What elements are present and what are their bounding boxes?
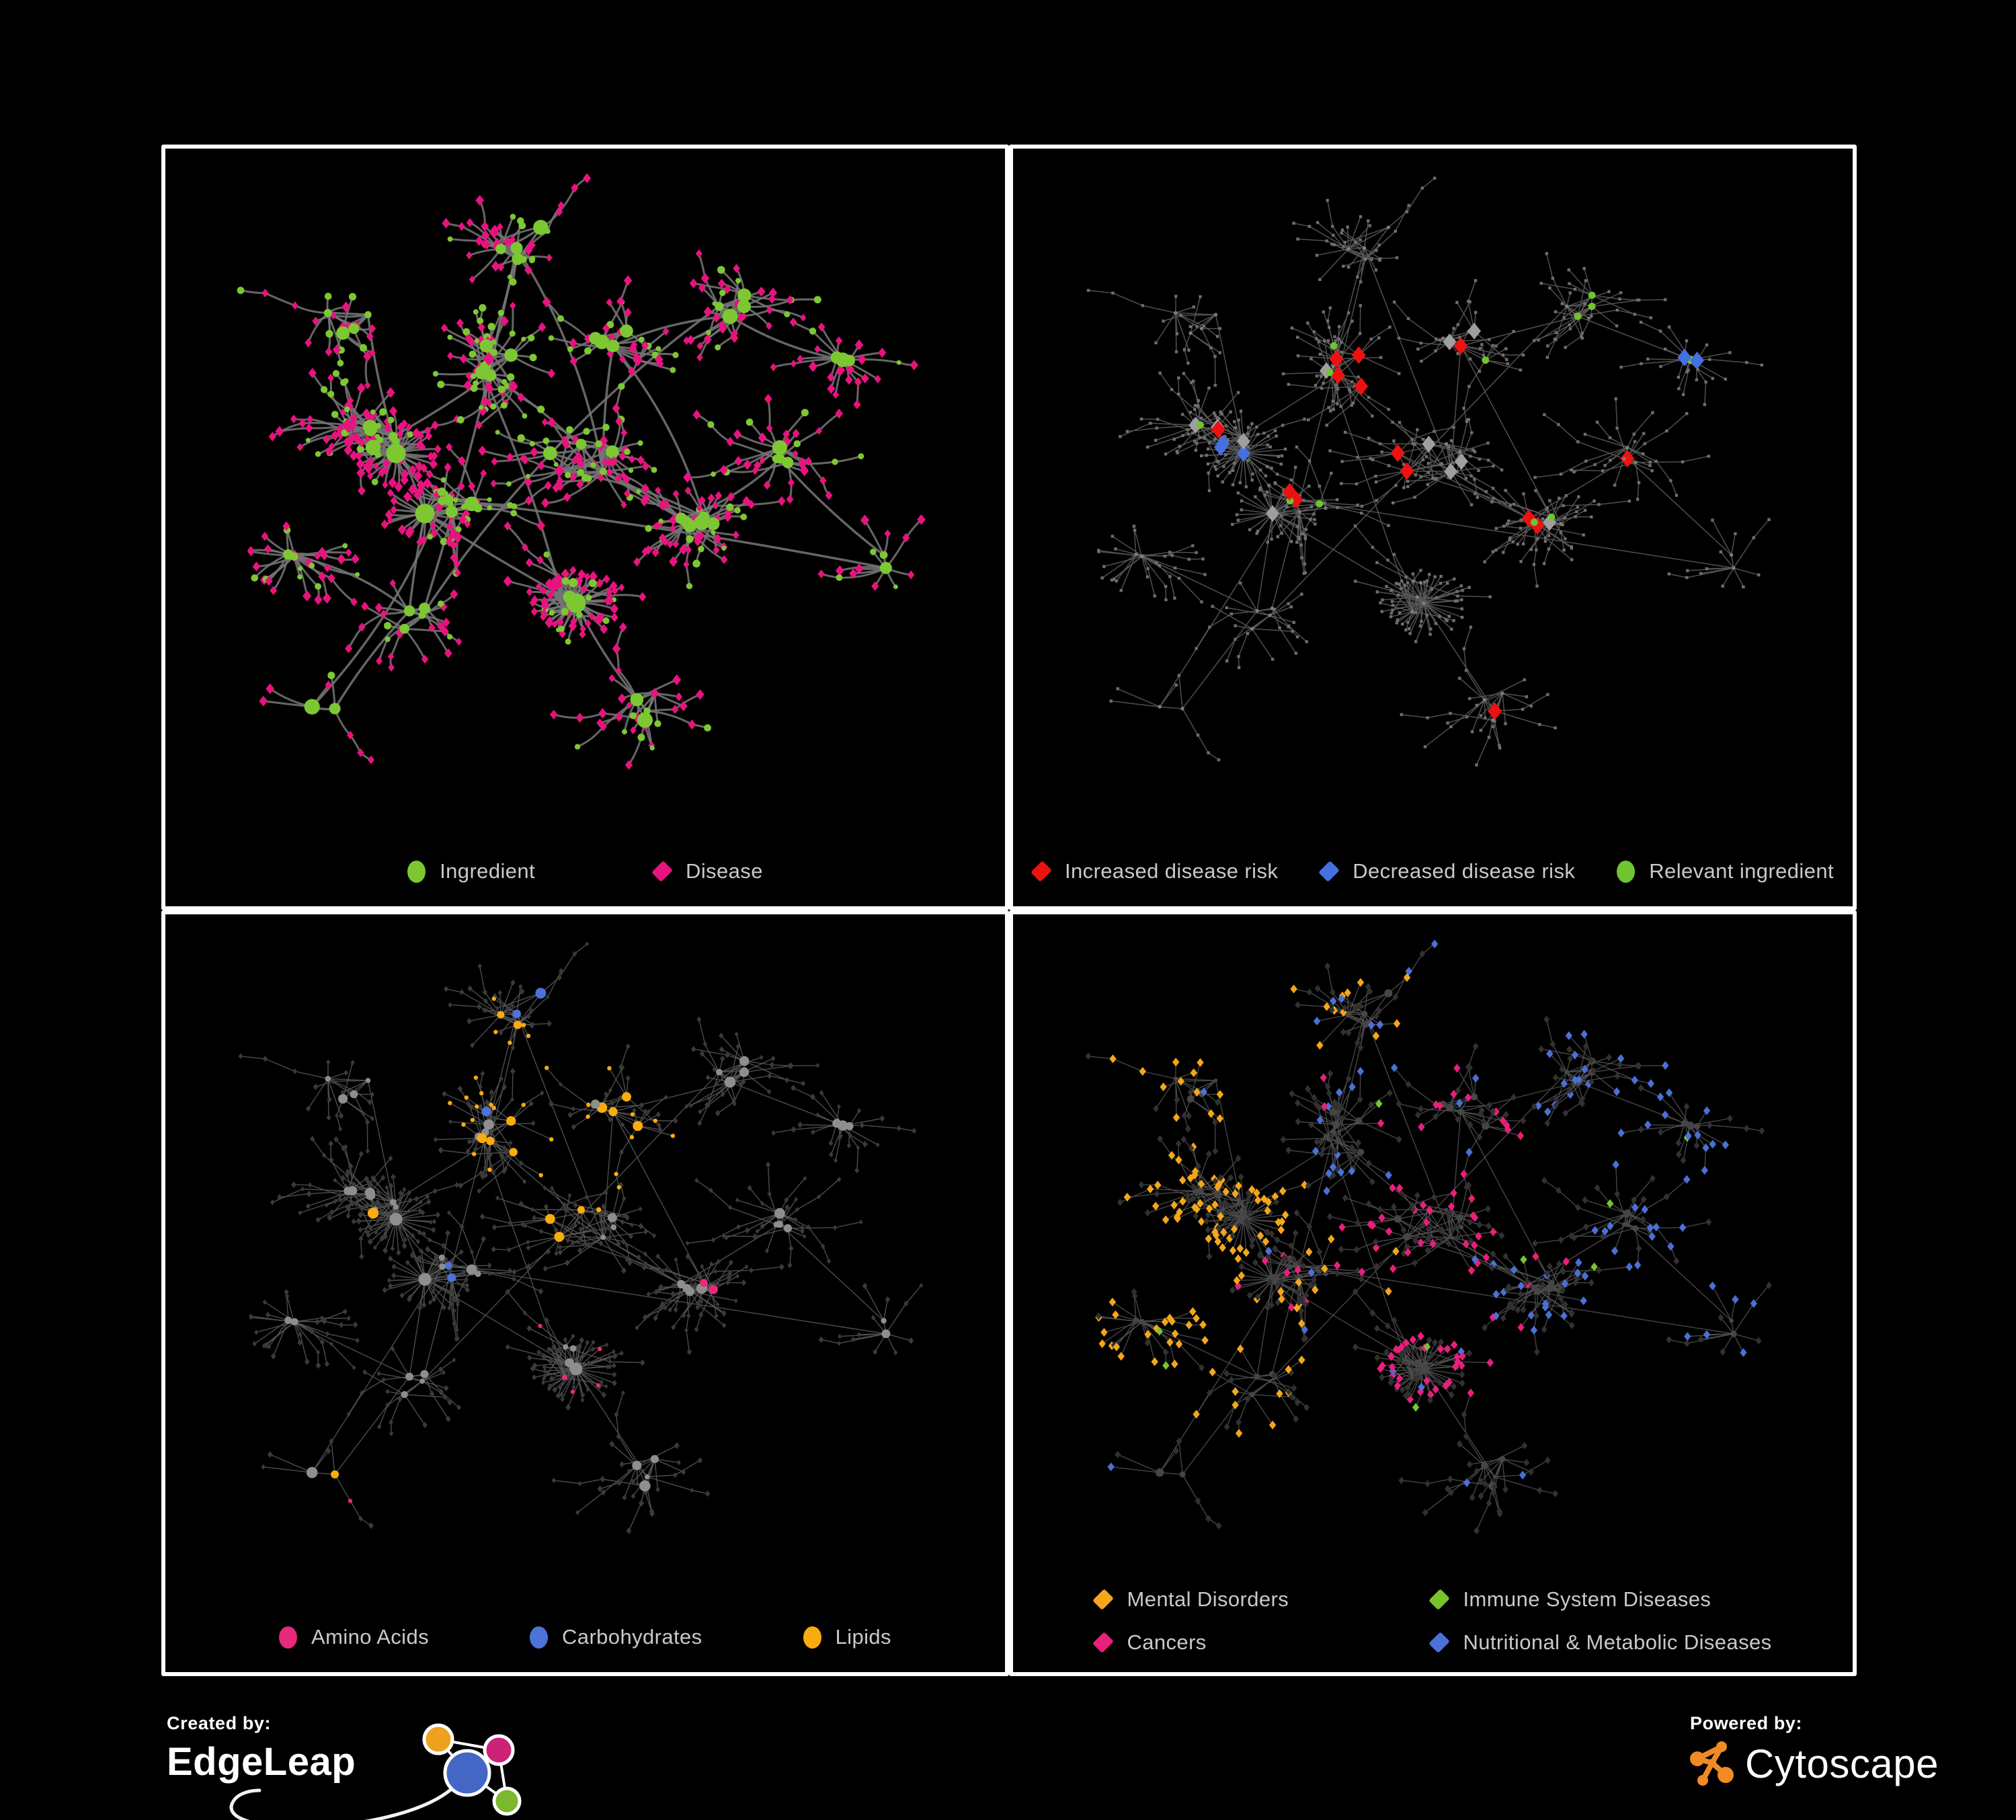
edgeleap-brand-row: EdgeLeap <box>167 1723 570 1820</box>
created-by-label: Created by: <box>167 1713 272 1733</box>
diamond-marker-icon <box>651 861 673 882</box>
diamond-marker-icon <box>1092 1632 1115 1653</box>
panels-grid: Ingredient Disease Increased disease risk… <box>161 145 1857 1676</box>
circle-marker-icon <box>530 1626 549 1649</box>
legend-label: Cancers <box>1127 1630 1207 1654</box>
network-canvas-ingredient-disease <box>237 173 926 770</box>
panel-ingredient-disease: Ingredient Disease <box>161 145 1009 910</box>
legend-label: Increased disease risk <box>1065 859 1279 883</box>
circle-marker-icon <box>803 1626 821 1649</box>
diamond-marker-icon <box>1031 861 1052 882</box>
legend-label: Lipids <box>835 1625 891 1649</box>
legend-item: Relevant ingredient <box>1617 859 1834 883</box>
cytoscape-logo-icon <box>1690 1741 1734 1786</box>
circle-marker-icon <box>1617 860 1636 883</box>
legend-label: Amino Acids <box>311 1625 430 1649</box>
panel-nutrient-class: Amino Acids Carbohydrates Lipids <box>161 910 1009 1676</box>
cytoscape-wordmark: Cytoscape <box>1745 1741 1939 1786</box>
legend-item: Disease <box>651 859 763 883</box>
legend-label: Disease <box>686 859 763 883</box>
panel-disease-class: Mental Disorders Immune System Diseases Ca… <box>1009 910 1857 1676</box>
cytoscape-brand: Powered by: Cytoscape <box>1686 1713 1939 1789</box>
legend-label: Nutritional & Metabolic Diseases <box>1463 1630 1772 1654</box>
legend-item: Carbohydrates <box>530 1625 702 1649</box>
legend-item: Decreased disease risk <box>1318 859 1576 883</box>
legend-label: Carbohydrates <box>562 1625 702 1649</box>
legend-label: Immune System Diseases <box>1463 1587 1711 1611</box>
legend-nutrient-class: Amino Acids Carbohydrates Lipids <box>165 1625 1005 1649</box>
edgeleap-wordmark: EdgeLeap <box>167 1740 356 1784</box>
legend-item: Cancers <box>1092 1630 1430 1655</box>
legend-label: Ingredient <box>440 859 536 883</box>
network-canvas-disease-class <box>1085 939 1772 1535</box>
legend-disease-risk: Increased disease risk Decreased disease … <box>1013 859 1853 883</box>
network-nodes-layer <box>237 173 926 770</box>
circle-marker-icon <box>407 860 426 883</box>
legend-item: Amino Acids <box>279 1625 429 1649</box>
circle-marker-icon <box>279 1626 298 1649</box>
legend-item: Lipids <box>803 1625 891 1649</box>
legend-item: Ingredient <box>407 859 535 883</box>
legend-label: Relevant ingredient <box>1649 859 1834 883</box>
legend-item: Increased disease risk <box>1031 859 1279 883</box>
diamond-marker-icon <box>1092 1589 1115 1610</box>
legend-label: Decreased disease risk <box>1353 859 1576 883</box>
legend-item: Immune System Diseases <box>1428 1587 1771 1612</box>
network-canvas-nutrient-class <box>238 941 924 1534</box>
powered-by-label: Powered by: <box>1690 1713 1803 1733</box>
diamond-marker-icon <box>1428 1589 1451 1610</box>
diamond-marker-icon <box>1428 1632 1451 1653</box>
legend-ingredient-disease: Ingredient Disease <box>165 859 1005 883</box>
cytoscape-brand-row: Cytoscape <box>1686 1738 1939 1789</box>
legend-label: Mental Disorders <box>1127 1587 1289 1611</box>
legend-item: Nutritional & Metabolic Diseases <box>1428 1630 1772 1655</box>
legend-disease-class: Mental Disorders Immune System Diseases Ca… <box>1013 1587 1853 1655</box>
edgeleap-brand: Created by: EdgeLeap <box>167 1713 570 1820</box>
legend-item: Mental Disorders <box>1092 1587 1430 1612</box>
network-nodes-layer <box>1085 939 1772 1535</box>
network-nodes-layer <box>1086 176 1771 766</box>
panel-disease-risk: Increased disease risk Decreased disease … <box>1009 145 1857 910</box>
diamond-marker-icon <box>1318 861 1340 882</box>
network-nodes-layer <box>238 941 924 1534</box>
edgeleap-logo-icon <box>229 1723 522 1820</box>
network-canvas-disease-risk <box>1086 176 1771 766</box>
